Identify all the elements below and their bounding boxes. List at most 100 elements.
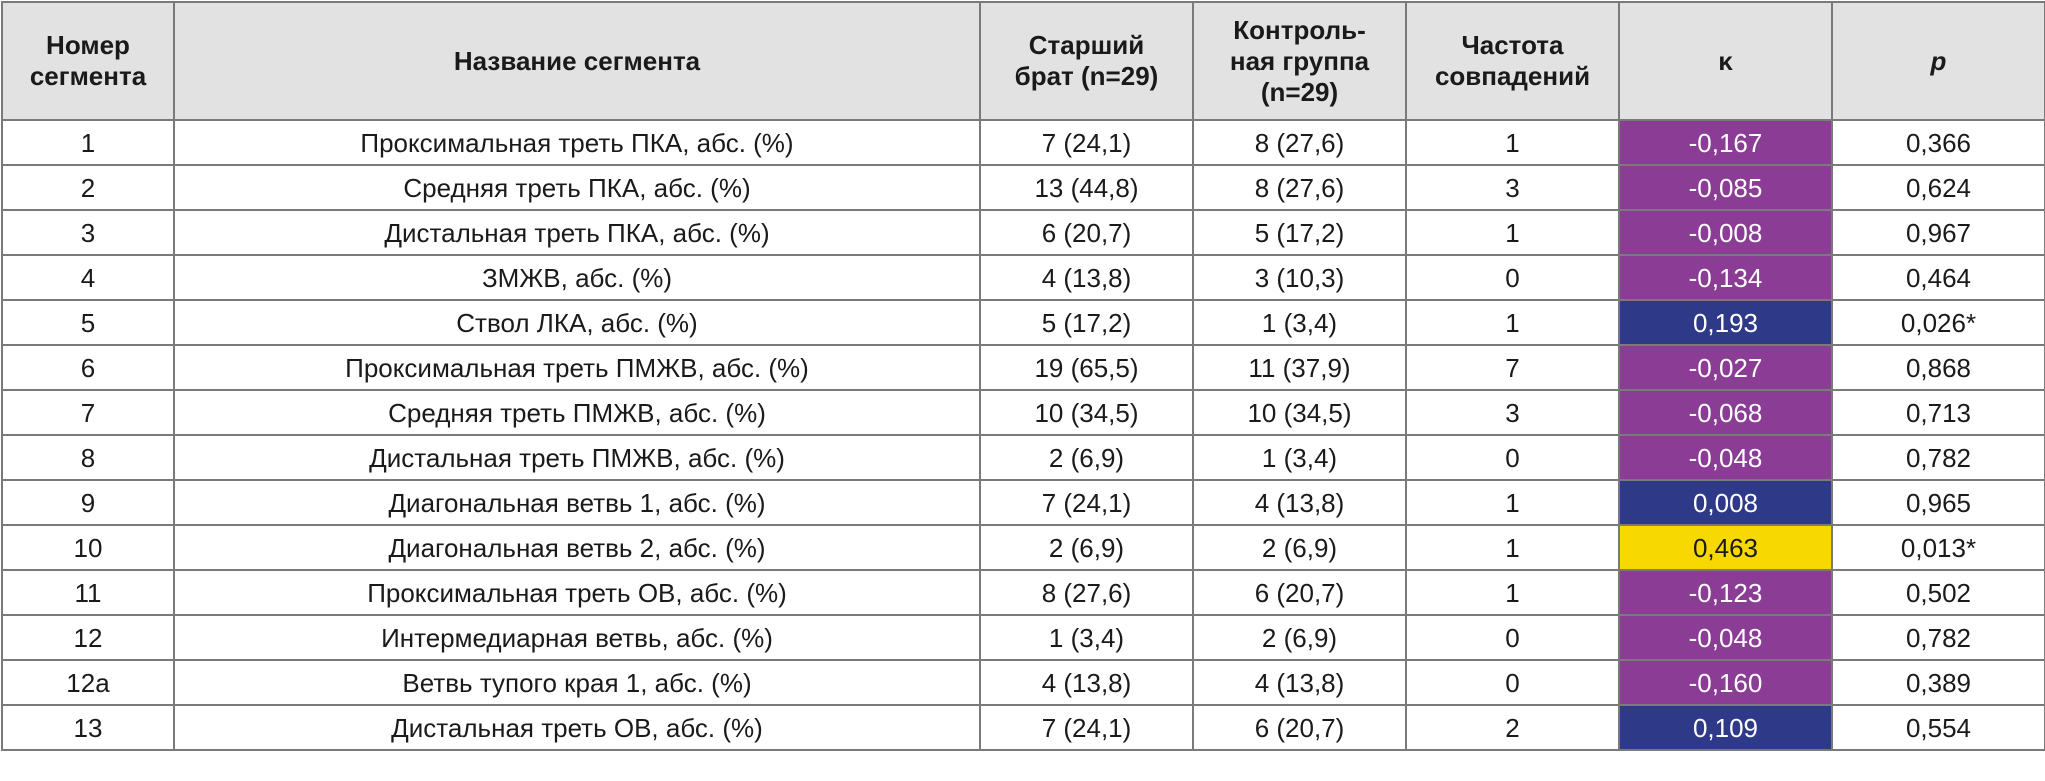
table-row: 12 Интермедиарная ветвь, абс. (%) 1 (3,4) 2… bbox=[1, 614, 2045, 661]
cell-segment-number: 11 bbox=[1, 569, 175, 616]
cell-older-brother: 4 (13,8) bbox=[979, 659, 1194, 706]
cell-p-value: 0,026* bbox=[1831, 299, 2045, 346]
cell-p-value: 0,389 bbox=[1831, 659, 2045, 706]
cell-match-frequency: 3 bbox=[1405, 389, 1620, 436]
cell-segment-number: 8 bbox=[1, 434, 175, 481]
cell-older-brother: 5 (17,2) bbox=[979, 299, 1194, 346]
cell-match-frequency: 0 bbox=[1405, 434, 1620, 481]
cell-match-frequency: 3 bbox=[1405, 164, 1620, 211]
header-p-value: p bbox=[1831, 1, 2045, 121]
cell-segment-name: Средняя треть ПМЖВ, абс. (%) bbox=[173, 389, 981, 436]
header-segment-number: Номер сегмента bbox=[1, 1, 175, 121]
cell-segment-name: Дистальная треть ОВ, абс. (%) bbox=[173, 704, 981, 751]
cell-match-frequency: 1 bbox=[1405, 209, 1620, 256]
cell-segment-name: Проксимальная треть ПМЖВ, абс. (%) bbox=[173, 344, 981, 391]
cell-segment-name: Интермедиарная ветвь, абс. (%) bbox=[173, 614, 981, 661]
cell-p-value: 0,965 bbox=[1831, 479, 2045, 526]
cell-p-value: 0,624 bbox=[1831, 164, 2045, 211]
cell-kappa: -0,134 bbox=[1618, 254, 1833, 301]
table-row: 5 Ствол ЛКА, абс. (%) 5 (17,2) 1 (3,4) 1 0,19… bbox=[1, 299, 2045, 346]
cell-segment-name: Дистальная треть ПКА, абс. (%) bbox=[173, 209, 981, 256]
cell-p-value: 0,782 bbox=[1831, 614, 2045, 661]
cell-control-group: 11 (37,9) bbox=[1192, 344, 1407, 391]
cell-segment-name: Диагональная ветвь 2, абс. (%) bbox=[173, 524, 981, 571]
cell-p-value: 0,782 bbox=[1831, 434, 2045, 481]
cell-segment-number: 12а bbox=[1, 659, 175, 706]
cell-kappa: -0,048 bbox=[1618, 614, 1833, 661]
cell-segment-number: 7 bbox=[1, 389, 175, 436]
cell-control-group: 2 (6,9) bbox=[1192, 614, 1407, 661]
table-row: 9 Диагональная ветвь 1, абс. (%) 7 (24,1) 4… bbox=[1, 479, 2045, 526]
cell-kappa: 0,193 bbox=[1618, 299, 1833, 346]
cell-older-brother: 13 (44,8) bbox=[979, 164, 1194, 211]
cell-kappa: 0,109 bbox=[1618, 704, 1833, 751]
table-row: 12а Ветвь тупого края 1, абс. (%) 4 (13,8)… bbox=[1, 659, 2045, 706]
cell-segment-name: Диагональная ветвь 1, абс. (%) bbox=[173, 479, 981, 526]
cell-segment-number: 10 bbox=[1, 524, 175, 571]
cell-older-brother: 2 (6,9) bbox=[979, 524, 1194, 571]
cell-older-brother: 8 (27,6) bbox=[979, 569, 1194, 616]
cell-older-brother: 7 (24,1) bbox=[979, 704, 1194, 751]
cell-control-group: 10 (34,5) bbox=[1192, 389, 1407, 436]
cell-match-frequency: 1 bbox=[1405, 569, 1620, 616]
cell-segment-number: 3 bbox=[1, 209, 175, 256]
cell-control-group: 1 (3,4) bbox=[1192, 434, 1407, 481]
cell-control-group: 4 (13,8) bbox=[1192, 659, 1407, 706]
cell-p-value: 0,502 bbox=[1831, 569, 2045, 616]
cell-match-frequency: 1 bbox=[1405, 524, 1620, 571]
cell-control-group: 2 (6,9) bbox=[1192, 524, 1407, 571]
cell-control-group: 3 (10,3) bbox=[1192, 254, 1407, 301]
cell-segment-number: 2 bbox=[1, 164, 175, 211]
cell-match-frequency: 7 bbox=[1405, 344, 1620, 391]
table-row: 3 Дистальная треть ПКА, абс. (%) 6 (20,7) 5… bbox=[1, 209, 2045, 256]
table-row: 2 Средняя треть ПКА, абс. (%) 13 (44,8) 8 (… bbox=[1, 164, 2045, 211]
cell-segment-number: 6 bbox=[1, 344, 175, 391]
cell-segment-name: Проксимальная треть ПКА, абс. (%) bbox=[173, 119, 981, 166]
header-control-group: Контроль- ная группа (n=29) bbox=[1192, 1, 1407, 121]
cell-match-frequency: 2 bbox=[1405, 704, 1620, 751]
table-row: 4 ЗМЖВ, абс. (%) 4 (13,8) 3 (10,3) 0 -0,134 0,… bbox=[1, 254, 2045, 301]
cell-older-brother: 1 (3,4) bbox=[979, 614, 1194, 661]
cell-segment-number: 4 bbox=[1, 254, 175, 301]
cell-segment-name: Ствол ЛКА, абс. (%) bbox=[173, 299, 981, 346]
cell-match-frequency: 0 bbox=[1405, 659, 1620, 706]
table-row: 8 Дистальная треть ПМЖВ, абс. (%) 2 (6,9) 1… bbox=[1, 434, 2045, 481]
cell-p-value: 0,868 bbox=[1831, 344, 2045, 391]
cell-control-group: 4 (13,8) bbox=[1192, 479, 1407, 526]
cell-kappa: -0,008 bbox=[1618, 209, 1833, 256]
cell-segment-name: Средняя треть ПКА, абс. (%) bbox=[173, 164, 981, 211]
cell-match-frequency: 1 bbox=[1405, 299, 1620, 346]
cell-kappa: 0,463 bbox=[1618, 524, 1833, 571]
header-older-brother: Старший брат (n=29) bbox=[979, 1, 1194, 121]
cell-older-brother: 4 (13,8) bbox=[979, 254, 1194, 301]
cell-older-brother: 7 (24,1) bbox=[979, 119, 1194, 166]
cell-segment-number: 1 bbox=[1, 119, 175, 166]
cell-p-value: 0,013* bbox=[1831, 524, 2045, 571]
cell-kappa: -0,085 bbox=[1618, 164, 1833, 211]
cell-older-brother: 2 (6,9) bbox=[979, 434, 1194, 481]
cell-segment-name: Дистальная треть ПМЖВ, абс. (%) bbox=[173, 434, 981, 481]
segments-table: Номер сегмента Название сегмента Старший… bbox=[1, 1, 2045, 751]
header-row: Номер сегмента Название сегмента Старший… bbox=[1, 1, 2045, 121]
cell-kappa: -0,167 bbox=[1618, 119, 1833, 166]
table-row: 13 Дистальная треть ОВ, абс. (%) 7 (24,1) 6… bbox=[1, 704, 2045, 751]
cell-segment-number: 13 bbox=[1, 704, 175, 751]
cell-older-brother: 6 (20,7) bbox=[979, 209, 1194, 256]
table-row: 1 Проксимальная треть ПКА, абс. (%) 7 (24,… bbox=[1, 119, 2045, 166]
cell-kappa: -0,160 bbox=[1618, 659, 1833, 706]
table-body: 1 Проксимальная треть ПКА, абс. (%) 7 (24,… bbox=[1, 119, 2045, 751]
cell-control-group: 6 (20,7) bbox=[1192, 704, 1407, 751]
cell-older-brother: 19 (65,5) bbox=[979, 344, 1194, 391]
cell-match-frequency: 0 bbox=[1405, 254, 1620, 301]
header-kappa: κ bbox=[1618, 1, 1833, 121]
table-row: 6 Проксимальная треть ПМЖВ, абс. (%) 19 (6… bbox=[1, 344, 2045, 391]
cell-kappa: -0,027 bbox=[1618, 344, 1833, 391]
cell-segment-name: Проксимальная треть ОВ, абс. (%) bbox=[173, 569, 981, 616]
cell-match-frequency: 1 bbox=[1405, 119, 1620, 166]
cell-segment-name: Ветвь тупого края 1, абс. (%) bbox=[173, 659, 981, 706]
cell-p-value: 0,554 bbox=[1831, 704, 2045, 751]
cell-segment-name: ЗМЖВ, абс. (%) bbox=[173, 254, 981, 301]
cell-control-group: 5 (17,2) bbox=[1192, 209, 1407, 256]
cell-kappa: -0,048 bbox=[1618, 434, 1833, 481]
cell-segment-number: 12 bbox=[1, 614, 175, 661]
